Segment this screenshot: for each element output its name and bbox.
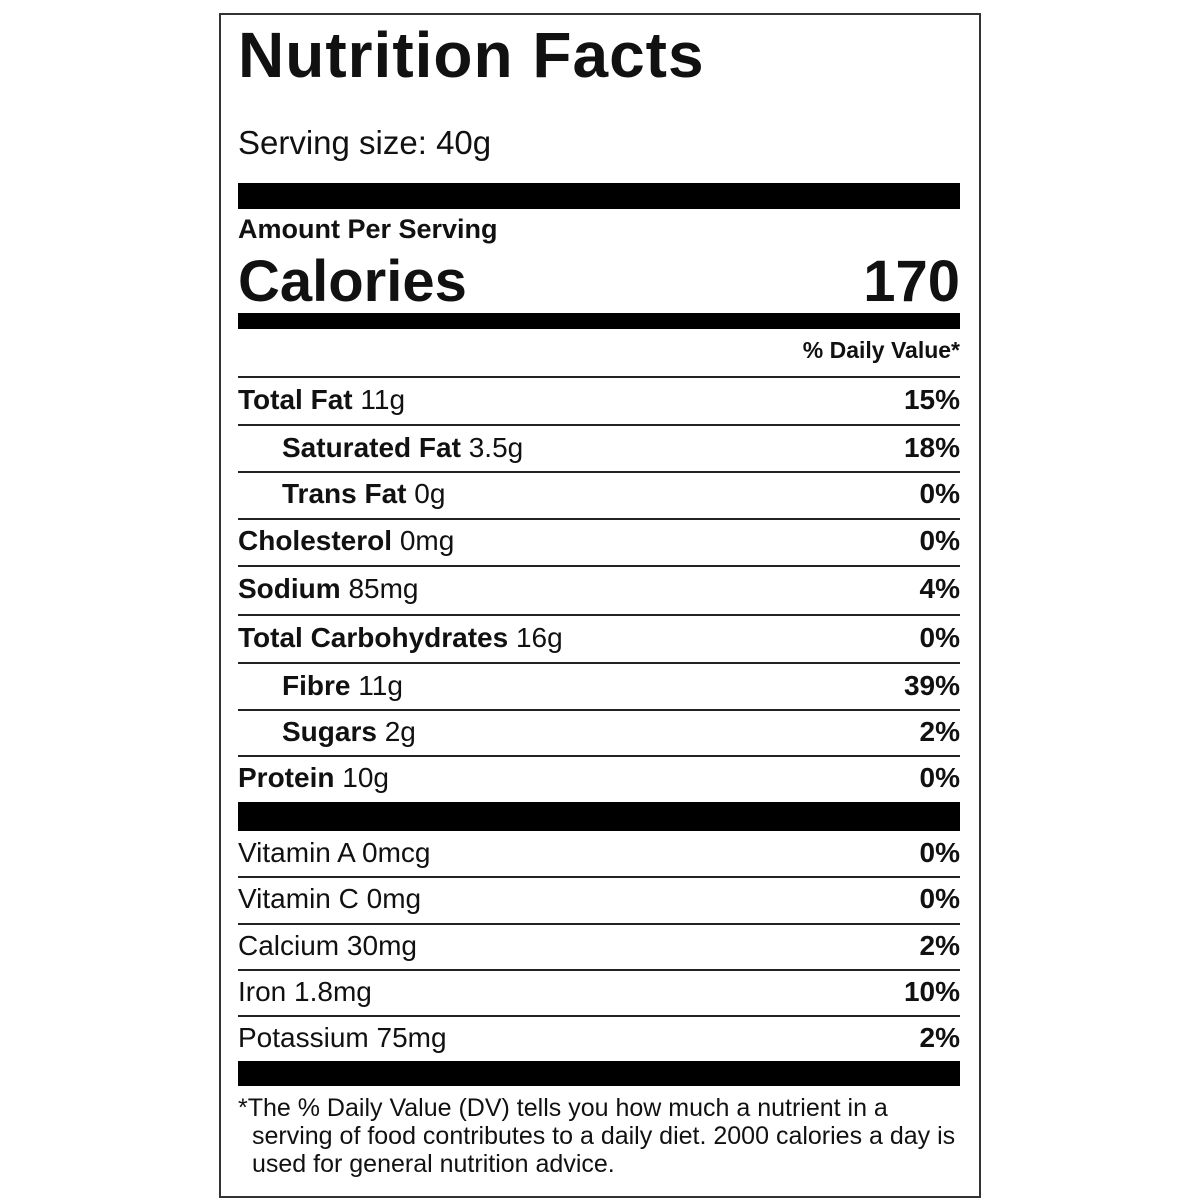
nutrient-row: Cholesterol 0mg 0% xyxy=(238,521,960,561)
nutrient-name: Vitamin A xyxy=(238,837,355,868)
rule xyxy=(238,471,960,473)
nutrient-row: Sodium 85mg 4% xyxy=(238,569,960,609)
daily-value: 2% xyxy=(919,716,960,747)
calories-value: 170 xyxy=(863,249,960,314)
rule xyxy=(238,755,960,757)
daily-value: 2% xyxy=(919,1022,960,1053)
daily-value: 18% xyxy=(903,432,960,463)
daily-value: 0% xyxy=(919,478,960,509)
nutrient-name: Protein xyxy=(238,762,335,793)
nutrient-amount: 30mg xyxy=(346,930,417,961)
nutrient-name: Cholesterol xyxy=(238,525,393,556)
nutrient-amount: 11g xyxy=(358,670,403,701)
nutrient-amount: 16g xyxy=(515,622,563,653)
nutrient-row: Sugars 2g 2% xyxy=(282,712,960,752)
nutrient-amount: 1.8mg xyxy=(294,976,372,1007)
nutrient-row: Protein 10g 0% xyxy=(238,758,960,798)
rule xyxy=(238,565,960,567)
nutrient-name: Trans Fat xyxy=(282,478,407,509)
nutrient-name: Vitamin C xyxy=(238,883,359,914)
nutrient-amount: 85mg xyxy=(348,573,419,604)
rule xyxy=(238,969,960,971)
rule xyxy=(238,376,960,378)
label-border xyxy=(219,13,981,1198)
nutrient-row: Potassium 75mg 2% xyxy=(238,1018,960,1058)
footnote: *The % Daily Value (DV) tells you how mu… xyxy=(238,1094,956,1178)
nutrient-row: Saturated Fat 3.5g 18% xyxy=(282,428,960,468)
nutrient-amount: 0mg xyxy=(399,525,455,556)
rule xyxy=(238,614,960,616)
amount-label: Amount Per Serving xyxy=(238,214,498,244)
nutrient-name: Iron xyxy=(238,976,287,1007)
daily-value: 15% xyxy=(903,384,960,415)
nutrient-name: Total Fat xyxy=(238,384,353,415)
daily-value: 4% xyxy=(919,573,960,604)
nutrient-name: Potassium xyxy=(238,1022,369,1053)
rule xyxy=(238,923,960,925)
daily-value: 0% xyxy=(919,762,960,793)
dv-header: % Daily Value* xyxy=(802,337,960,363)
nutrient-name: Sugars xyxy=(282,716,377,747)
nutrient-row: Vitamin C 0mg 0% xyxy=(238,879,960,919)
daily-value: 2% xyxy=(919,930,960,961)
daily-value: 39% xyxy=(903,670,960,701)
title: Nutrition Facts xyxy=(238,19,705,91)
nutrient-name: Total Carbohydrates xyxy=(238,622,509,653)
nutrient-row: Fibre 11g 39% xyxy=(282,666,960,706)
thick-rule xyxy=(238,1061,960,1086)
daily-value: 0% xyxy=(919,837,960,868)
nutrient-amount: 75mg xyxy=(376,1022,447,1053)
nutrient-name: Fibre xyxy=(282,670,351,701)
daily-value: 10% xyxy=(903,976,960,1007)
nutrient-amount: 0mg xyxy=(366,883,422,914)
daily-value: 0% xyxy=(919,883,960,914)
nutrient-row: Total Fat 11g 15% xyxy=(238,380,960,420)
nutrient-name: Saturated Fat xyxy=(282,432,461,463)
thick-rule xyxy=(238,183,960,209)
nutrient-amount: 0g xyxy=(414,478,446,509)
nutrient-row: Iron 1.8mg 10% xyxy=(238,972,960,1012)
rule xyxy=(238,662,960,664)
nutrient-amount: 0mcg xyxy=(362,837,431,868)
nutrient-row: Vitamin A 0mcg 0% xyxy=(238,833,960,873)
nutrient-amount: 10g xyxy=(342,762,389,793)
nutrient-row: Trans Fat 0g 0% xyxy=(282,474,960,514)
nutrient-row: Calcium 30mg 2% xyxy=(238,926,960,966)
thick-rule xyxy=(238,313,960,329)
daily-value: 0% xyxy=(919,622,960,653)
serving-size: Serving size: 40g xyxy=(238,124,492,161)
rule xyxy=(238,518,960,520)
nutrient-amount: 11g xyxy=(360,384,406,415)
nutrient-row: Total Carbohydrates 16g 0% xyxy=(238,618,960,658)
thick-rule xyxy=(238,802,960,831)
rule xyxy=(238,876,960,878)
daily-value: 0% xyxy=(919,525,960,556)
nutrient-amount: 3.5g xyxy=(468,432,524,463)
rule xyxy=(238,1015,960,1017)
nutrient-amount: 2g xyxy=(384,716,416,747)
rule xyxy=(238,709,960,711)
rule xyxy=(238,424,960,426)
nutrient-name: Calcium xyxy=(238,930,340,961)
nutrient-name: Sodium xyxy=(238,573,341,604)
calories-label: Calories xyxy=(238,249,467,314)
